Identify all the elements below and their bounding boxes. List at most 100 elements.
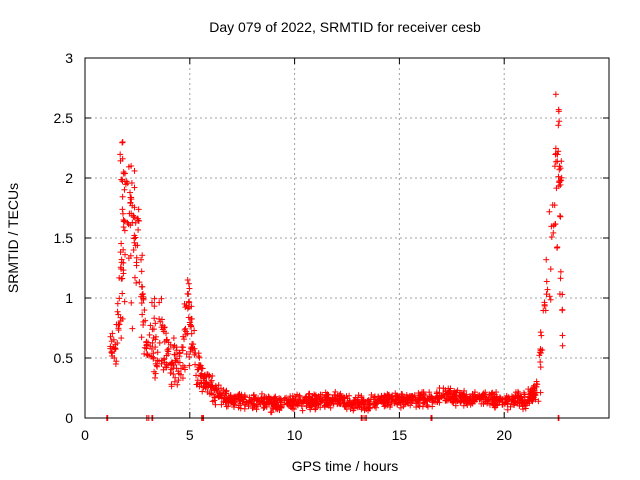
data-point [504,400,511,407]
data-point [272,393,279,400]
data-point [235,392,242,399]
data-point [110,336,117,343]
data-point [366,401,373,408]
data-point [293,400,300,407]
data-point [514,394,521,401]
data-point [110,344,117,351]
data-point [445,391,452,398]
data-point [358,394,365,401]
data-point [426,389,433,396]
data-point [420,388,427,395]
data-point [519,402,526,409]
data-point [119,275,126,282]
data-point [523,402,530,409]
data-point [129,219,136,226]
data-point [440,385,447,392]
data-point [543,278,550,285]
data-point [387,402,394,409]
data-point [212,401,219,408]
data-point [177,371,184,378]
data-point [489,396,496,403]
data-point [215,382,222,389]
data-point [122,170,129,177]
data-point [173,355,180,362]
data-point [147,322,154,329]
points-layer [103,91,566,421]
data-point [347,406,354,413]
data-point [132,234,139,241]
data-point [195,362,202,369]
data-point [344,399,351,406]
data-point [340,400,347,407]
data-point [434,399,441,406]
data-point [543,291,550,298]
data-point [316,395,323,402]
data-point [201,375,208,382]
y-tick-label: 2 [65,170,73,186]
data-point [175,368,182,375]
data-point [119,139,126,145]
data-point [460,402,467,409]
data-point [122,251,129,258]
data-point [538,332,545,339]
data-point [152,344,159,351]
data-point [370,396,377,403]
data-point [554,151,561,158]
data-point [153,362,160,369]
data-point [263,403,270,410]
data-point [462,395,469,402]
data-point [207,379,214,386]
data-point [151,303,158,310]
data-point [164,346,171,353]
data-point [497,395,504,402]
data-point [141,307,148,314]
data-point [140,321,147,328]
data-point [136,279,143,286]
data-point [517,393,524,400]
data-point [240,398,247,405]
data-point [394,393,401,400]
data-point [298,403,305,410]
data-point [235,402,242,409]
x-tick-label: 10 [287,427,303,443]
data-point [547,296,554,303]
data-point [277,404,284,411]
data-point [156,299,163,306]
data-point [488,390,495,397]
data-point [247,397,254,404]
data-point [183,350,190,357]
data-point [370,401,377,408]
data-point [184,330,191,337]
data-point [511,398,518,405]
data-point [176,359,183,366]
data-point [133,254,140,261]
data-point [138,334,145,341]
data-point [130,246,137,253]
data-point [222,390,229,397]
data-point [121,186,128,193]
data-point [553,150,560,157]
data-point [312,392,319,399]
data-point [206,390,213,397]
data-point [353,402,360,409]
data-point [131,214,138,221]
data-point [428,393,435,400]
data-point [170,344,177,351]
data-point [544,286,551,293]
data-point [289,392,296,399]
data-point [539,347,546,354]
data-point [139,283,146,290]
data-point [337,390,344,397]
data-point [260,405,267,412]
data-point [401,401,408,408]
data-point [135,217,142,224]
data-point [556,118,563,125]
data-point [112,360,119,367]
chart-title: Day 079 of 2022, SRMTID for receiver ces… [209,19,481,35]
data-point [128,299,135,306]
data-point [131,204,138,211]
data-point [537,329,544,336]
data-point [557,177,564,184]
data-point [194,381,201,388]
